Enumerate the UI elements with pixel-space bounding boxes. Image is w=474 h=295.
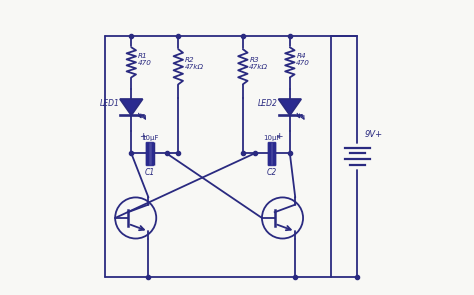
Polygon shape <box>120 99 143 115</box>
Text: C1: C1 <box>145 168 155 177</box>
Text: R3
47kΩ: R3 47kΩ <box>249 57 268 70</box>
Text: R4
470: R4 470 <box>296 53 310 66</box>
Text: 10μF: 10μF <box>141 135 158 141</box>
Text: LED1: LED1 <box>100 99 119 108</box>
Text: 10μF: 10μF <box>263 135 280 141</box>
Text: 9V+: 9V+ <box>365 130 383 139</box>
Text: R1
470: R1 470 <box>138 53 152 66</box>
Text: LED2: LED2 <box>258 99 278 108</box>
Text: +: + <box>275 132 283 141</box>
Text: +: + <box>139 132 146 141</box>
Text: R2
47kΩ: R2 47kΩ <box>185 57 204 70</box>
Polygon shape <box>279 99 301 115</box>
Text: C2: C2 <box>266 168 277 177</box>
